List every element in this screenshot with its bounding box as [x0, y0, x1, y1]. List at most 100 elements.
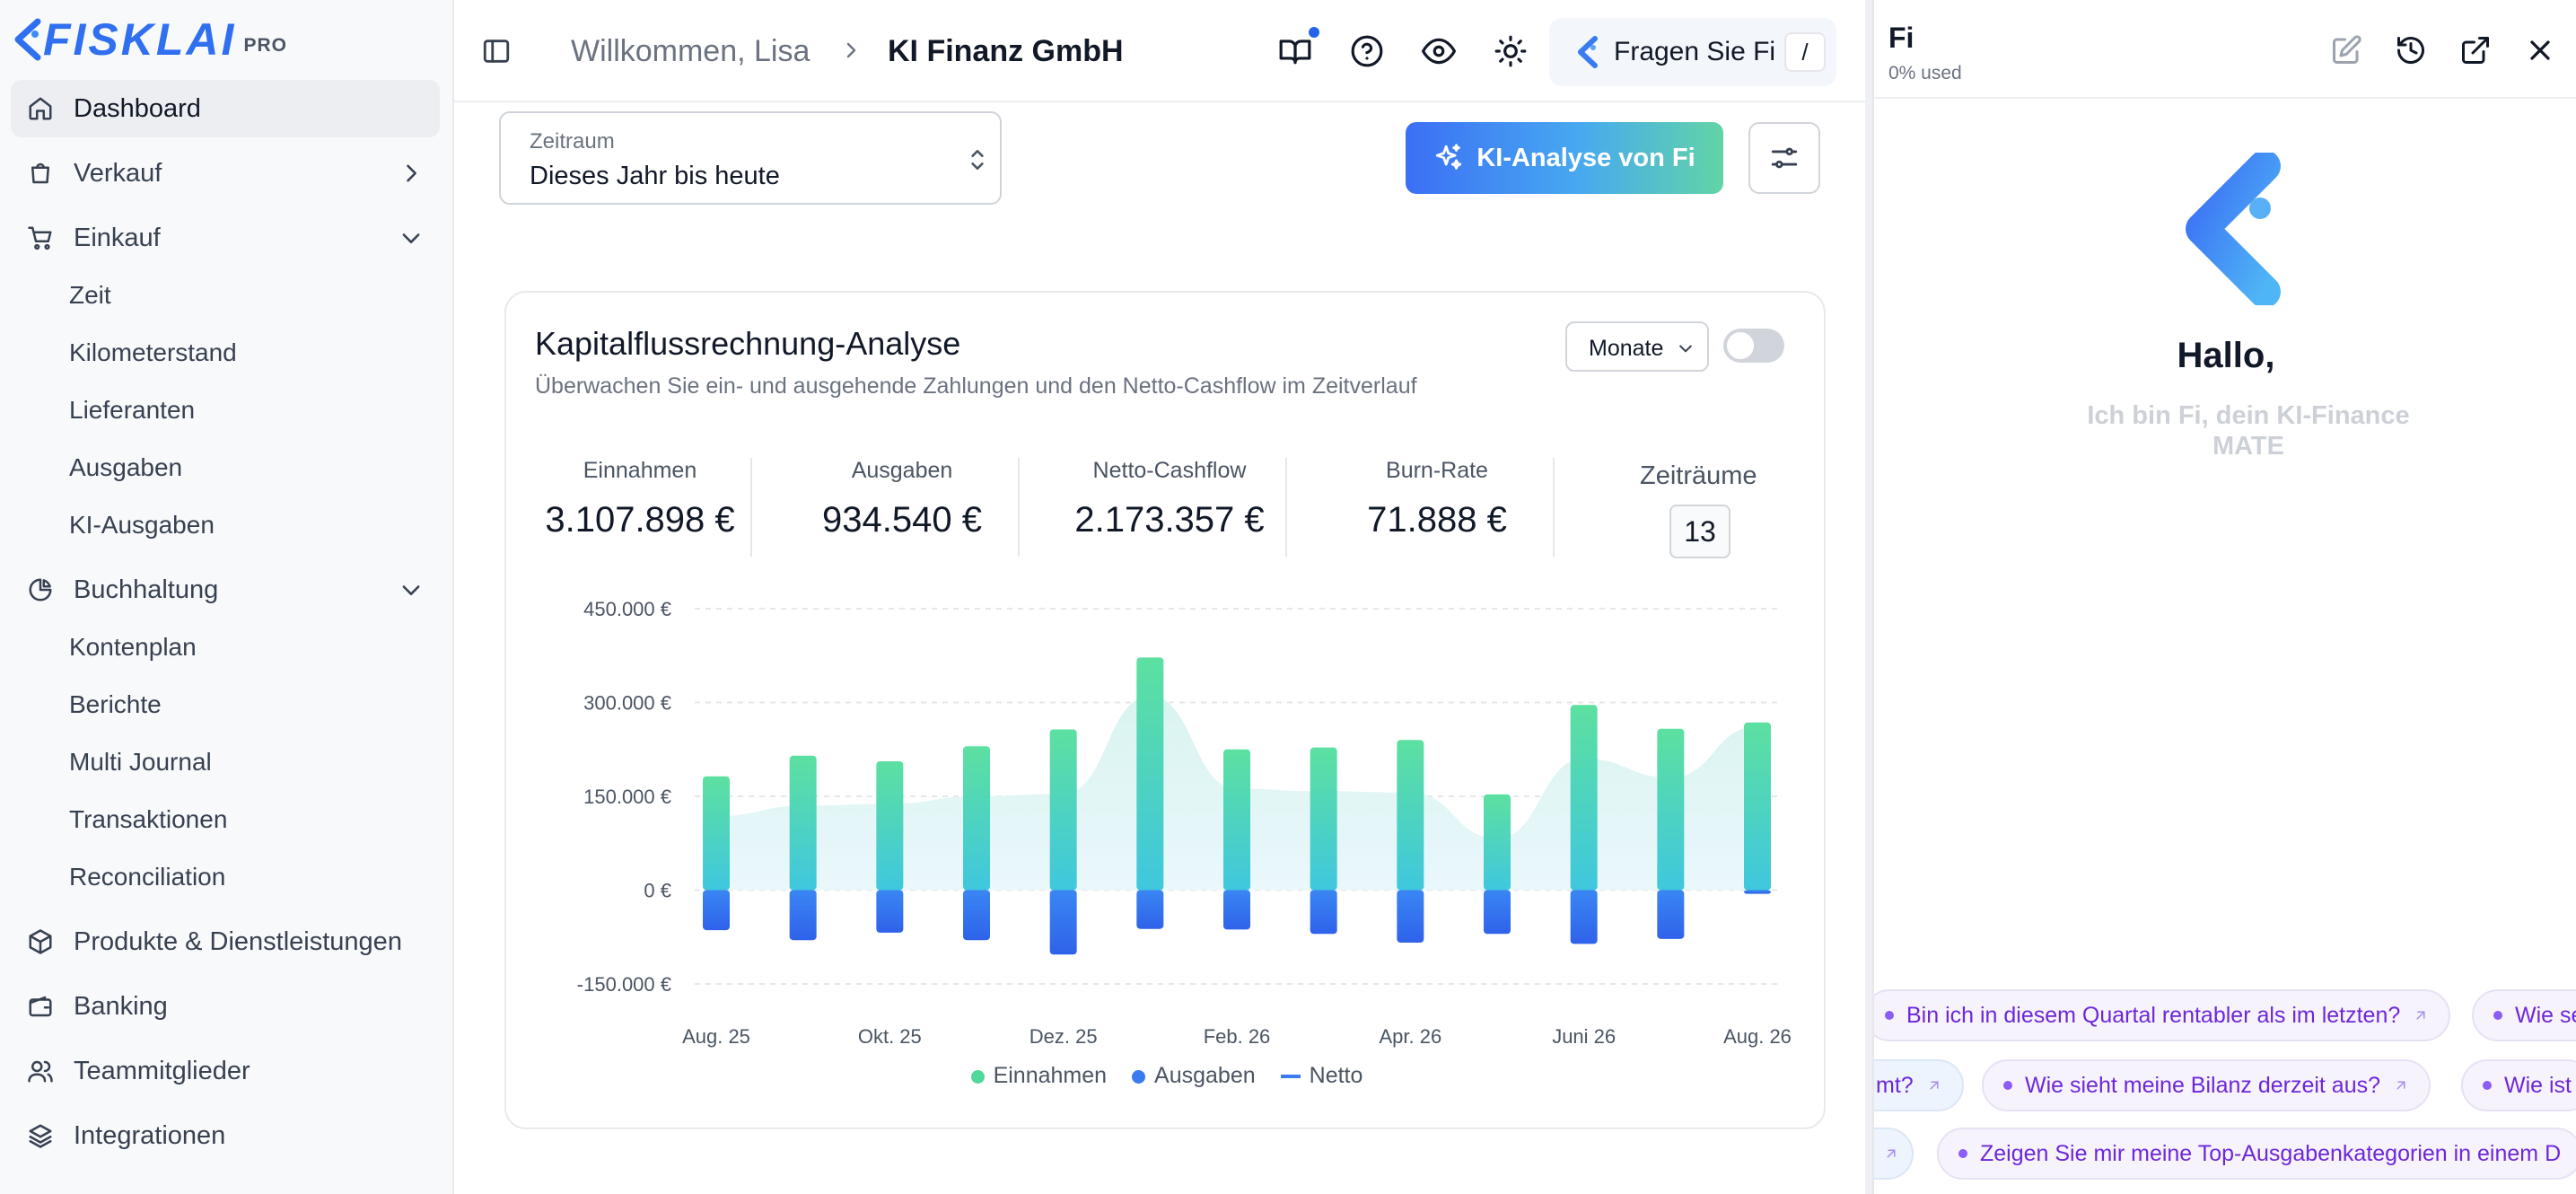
- eye-icon[interactable]: [1422, 34, 1456, 68]
- suggestion-chip[interactable]: Wie se: [2472, 989, 2576, 1041]
- sidebar-subitem-kilometerstand[interactable]: Kilometerstand: [69, 338, 237, 366]
- income-bar: [1310, 747, 1337, 891]
- sidebar-item-produkte[interactable]: Produkte & Dienstleistungen: [11, 913, 440, 970]
- sidebar: FISKLAI PRO Dashboard Verkauf Einkauf Ze…: [0, 0, 454, 1194]
- expense-bar: [1484, 890, 1511, 935]
- period-label: Zeitraum: [530, 129, 615, 154]
- card-title: Kapitalflussrechnung-Analyse: [535, 325, 961, 362]
- sidebar-subitem-multi-journal[interactable]: Multi Journal: [69, 748, 212, 776]
- kpi-value: 2.173.357 €: [1074, 500, 1265, 540]
- sidebar-item-dashboard[interactable]: Dashboard: [11, 80, 440, 137]
- sidebar-item-label: Integrationen: [74, 1120, 226, 1150]
- periods-count-badge: 13: [1669, 505, 1730, 558]
- legend-item-ausgaben[interactable]: Ausgaben: [1132, 1063, 1256, 1089]
- chart-toggle-switch[interactable]: [1723, 329, 1784, 363]
- sidebar-item-label: Buchhaltung: [74, 575, 219, 604]
- period-value: Dieses Jahr bis heute: [530, 162, 780, 190]
- sidebar-subitem-ausgaben[interactable]: Ausgaben: [69, 453, 183, 481]
- arrow-up-right-icon: [2416, 1011, 2425, 1020]
- cashflow-chart: 450.000 € 300.000 € 150.000 € 0 € -150.000 €…: [577, 598, 1792, 1048]
- chevron-right-icon: [407, 164, 416, 182]
- sparkles-icon: [1436, 144, 1462, 170]
- suggestion-chip[interactable]: mt?: [1874, 1059, 1964, 1111]
- home-icon: [25, 93, 56, 124]
- kpi-divider: [1285, 458, 1287, 557]
- granularity-select[interactable]: Monate: [1565, 321, 1709, 372]
- suggestion-text: Bin ich in diesem Quartal rentabler als …: [1906, 1002, 2401, 1028]
- legend-label: Einnahmen: [993, 1063, 1108, 1088]
- ask-fi-label: Fragen Sie Fi: [1614, 37, 1776, 66]
- suggestion-chip[interactable]: Bin ich in diesem Quartal rentabler als …: [1874, 989, 2451, 1041]
- brand-logo[interactable]: FISKLAI PRO: [11, 13, 287, 66]
- y-tick-label: 450.000 €: [583, 598, 671, 620]
- ki-analysis-button[interactable]: KI-Analyse von Fi: [1406, 122, 1723, 194]
- sidebar-item-verkauf[interactable]: Verkauf: [11, 145, 440, 202]
- suggestion-chip[interactable]: Zeigen Sie mir meine Top-Ausgabenkategor…: [1937, 1128, 2576, 1180]
- legend-item-einnahmen[interactable]: Einnahmen: [970, 1063, 1108, 1089]
- wallet-icon: [25, 991, 56, 1022]
- chip-dot: [2483, 1081, 2492, 1090]
- income-bar: [1049, 729, 1077, 891]
- sidebar-subitem-transaktionen[interactable]: Transaktionen: [69, 805, 228, 833]
- ki-analysis-label: KI-Analyse von Fi: [1476, 143, 1695, 172]
- expense-bar: [963, 890, 990, 941]
- sidebar-subitem-lieferanten[interactable]: Lieferanten: [69, 396, 196, 424]
- card-subtitle: Überwachen Sie ein- und ausgehende Zahlu…: [535, 373, 1417, 399]
- filter-settings-button[interactable]: [1748, 122, 1820, 194]
- sliders-icon: [1771, 147, 1798, 169]
- expense-bar: [1049, 890, 1077, 955]
- x-tick-label: Juni 26: [1552, 1025, 1616, 1048]
- income-bar: [1223, 749, 1250, 891]
- sidebar-toggle-icon[interactable]: [481, 36, 512, 66]
- suggestion-chip[interactable]: Wie sieht meine Bilanz derzeit aus?: [1982, 1059, 2431, 1111]
- sidebar-item-teammitglieder[interactable]: Teammitglieder: [11, 1042, 440, 1100]
- shopping-cart-icon: [25, 223, 56, 253]
- expense-bar: [1744, 890, 1771, 894]
- external-link-icon[interactable]: [2459, 34, 2492, 66]
- fi-logo-icon: [1578, 36, 1598, 68]
- breadcrumb-greeting[interactable]: Willkommen, Lisa: [571, 34, 810, 68]
- sidebar-subitem-ki-ausgaben[interactable]: KI-Ausgaben: [69, 511, 215, 539]
- suggestion-text: Wie sieht meine Bilanz derzeit aus?: [2025, 1072, 2381, 1098]
- income-bar: [789, 755, 817, 891]
- sidebar-subitem-kontenplan[interactable]: Kontenplan: [69, 633, 197, 661]
- sidebar-subitem-reconciliation[interactable]: Reconciliation: [69, 863, 226, 891]
- ask-fi-button[interactable]: Fragen Sie Fi /: [1549, 18, 1836, 86]
- sidebar-item-buchhaltung[interactable]: Buchhaltung: [11, 561, 440, 619]
- sidebar-subitem-berichte[interactable]: Berichte: [69, 690, 162, 718]
- package-icon: [25, 926, 56, 957]
- sidebar-item-label: Einkauf: [74, 223, 161, 252]
- kpi-label: Netto-Cashflow: [1092, 458, 1247, 483]
- chip-dot: [1958, 1149, 1967, 1158]
- history-icon[interactable]: [2395, 34, 2427, 66]
- sun-icon[interactable]: [1494, 34, 1528, 68]
- sidebar-item-integrationen[interactable]: Integrationen: [11, 1107, 440, 1164]
- close-icon[interactable]: [2524, 34, 2556, 66]
- sidebar-subitem-zeit[interactable]: Zeit: [69, 281, 111, 309]
- chevron-down-icon: [1679, 345, 1692, 353]
- breadcrumb-company[interactable]: KI Finanz GmbH: [888, 34, 1124, 68]
- panel-resize-handle[interactable]: [1865, 0, 1872, 1194]
- income-bar: [963, 746, 990, 891]
- kpi-label: Burn-Rate: [1386, 458, 1488, 483]
- brand-name: FISKLAI: [43, 14, 237, 65]
- kpi-value: 3.107.898 €: [545, 500, 735, 540]
- sidebar-item-label: Teammitglieder: [74, 1056, 250, 1085]
- fi-greeting: Hallo,: [2177, 336, 2275, 375]
- period-select[interactable]: Zeitraum Dieses Jahr bis heute: [499, 111, 1002, 205]
- sidebar-item-banking[interactable]: Banking: [11, 978, 440, 1035]
- sidebar-item-label: Verkauf: [74, 158, 162, 188]
- help-circle-icon[interactable]: [1350, 34, 1384, 68]
- legend-item-netto[interactable]: Netto: [1280, 1063, 1362, 1089]
- suggestion-chip[interactable]: [1874, 1128, 1914, 1180]
- sidebar-item-einkauf[interactable]: Einkauf: [11, 209, 440, 267]
- suggestion-chip[interactable]: Wie ist: [2461, 1059, 2576, 1111]
- users-icon: [25, 1056, 56, 1086]
- x-tick-label: Feb. 26: [1204, 1025, 1271, 1048]
- granularity-value: Monate: [1589, 336, 1664, 361]
- new-chat-icon[interactable]: [2330, 34, 2362, 66]
- legend-label: Ausgaben: [1154, 1063, 1256, 1088]
- book-open-icon[interactable]: [1278, 34, 1312, 68]
- kpi-divider: [1553, 458, 1555, 557]
- fi-panel-header: Fi 0% used: [1874, 0, 2576, 99]
